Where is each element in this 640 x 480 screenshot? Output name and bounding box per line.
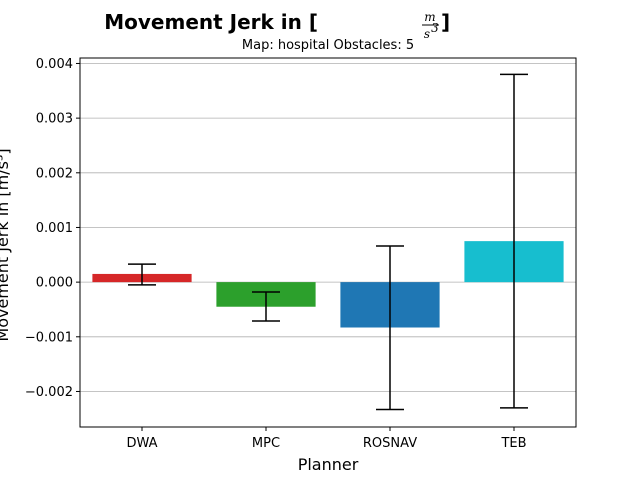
y-axis: 0.004 0.003 0.002 0.001 0.000 −0.001 −0.002 bbox=[25, 57, 80, 400]
title-unit-exponent: 3 bbox=[431, 21, 439, 35]
title-prefix: Movement Jerk in [ bbox=[104, 10, 318, 34]
y-tick-label: 0.000 bbox=[36, 276, 73, 291]
x-axis: DWA MPC ROSNAV TEB bbox=[126, 427, 527, 451]
x-tick-label: MPC bbox=[252, 436, 280, 451]
title-unit-denominator: s bbox=[424, 27, 430, 41]
error-bars bbox=[128, 73, 528, 411]
x-tick-label: TEB bbox=[500, 436, 526, 451]
y-tick-label: −0.001 bbox=[25, 330, 73, 345]
y-tick-label: 0.004 bbox=[36, 57, 73, 72]
y-tick-label: 0.003 bbox=[36, 112, 73, 127]
y-tick-label: −0.002 bbox=[25, 385, 73, 400]
y-tick-label: 0.001 bbox=[36, 221, 73, 236]
title-unit-numerator: m bbox=[424, 10, 435, 24]
bars bbox=[92, 241, 564, 328]
chart-subtitle: Map: hospital Obstacles: 5 bbox=[242, 38, 414, 53]
chart-title: Movement Jerk in [ m s 3 ] bbox=[104, 10, 450, 41]
title-suffix: ] bbox=[441, 10, 450, 34]
y-axis-label: Movement Jerk in [m/s³] bbox=[0, 148, 12, 341]
y-tick-label: 0.002 bbox=[36, 166, 73, 181]
x-tick-label: ROSNAV bbox=[363, 436, 417, 451]
x-axis-label: Planner bbox=[298, 455, 359, 474]
x-tick-label: DWA bbox=[126, 436, 157, 451]
plot-frame bbox=[79, 57, 577, 428]
grid bbox=[80, 63, 576, 392]
